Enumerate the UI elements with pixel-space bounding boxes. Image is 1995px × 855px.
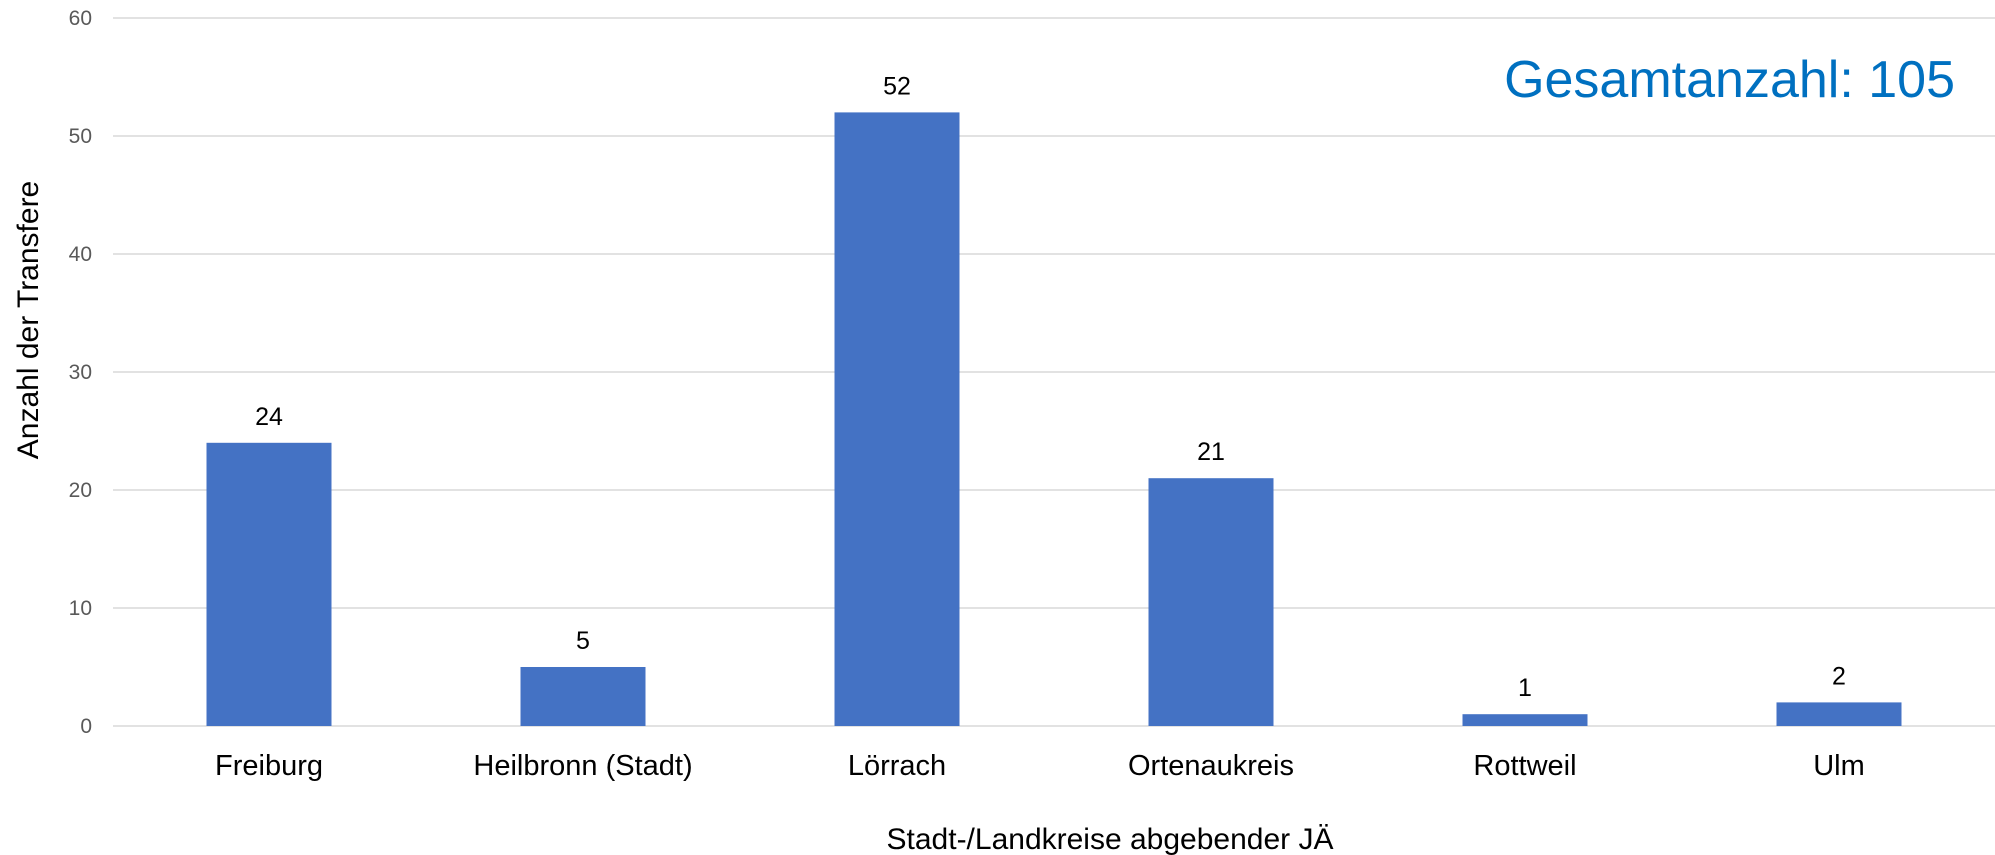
bar — [1776, 702, 1902, 726]
data-label: 24 — [255, 403, 283, 431]
category-label: Rottweil — [1473, 750, 1576, 782]
y-tick-label: 50 — [69, 125, 92, 148]
bar — [1148, 478, 1274, 726]
y-tick-labels: 0 10 20 30 40 50 60 — [69, 7, 92, 738]
data-label: 2 — [1832, 662, 1846, 690]
category-label: Ortenaukreis — [1128, 750, 1294, 782]
data-label: 21 — [1197, 438, 1225, 466]
bars — [206, 112, 1902, 726]
category-label: Ulm — [1813, 750, 1865, 782]
bar — [834, 112, 960, 726]
y-tick-label: 30 — [69, 361, 92, 384]
category-label: Freiburg — [215, 750, 323, 782]
total-annotation: Gesamtanzahl: 105 — [1504, 51, 1955, 109]
y-tick-label: 10 — [69, 597, 92, 620]
data-labels: 24 5 52 21 1 2 — [255, 72, 1846, 702]
bar — [206, 442, 332, 726]
category-label: Lörrach — [848, 750, 946, 782]
y-tick-label: 60 — [69, 7, 92, 30]
data-label: 1 — [1518, 674, 1532, 702]
x-axis-title: Stadt-/Landkreise abgebender JÄ — [887, 823, 1334, 855]
gridlines — [113, 17, 1995, 727]
y-tick-label: 40 — [69, 243, 92, 266]
category-labels: Freiburg Heilbronn (Stadt) Lörrach Ortenauk… — [215, 750, 1865, 782]
bar — [520, 667, 646, 726]
bar — [1462, 714, 1588, 726]
data-label: 5 — [576, 627, 590, 655]
y-axis-title: Anzahl der Transfere — [12, 181, 45, 459]
y-tick-label: 0 — [80, 715, 92, 738]
data-label: 52 — [883, 72, 911, 100]
category-label: Heilbronn (Stadt) — [473, 750, 692, 782]
y-tick-label: 20 — [69, 479, 92, 502]
